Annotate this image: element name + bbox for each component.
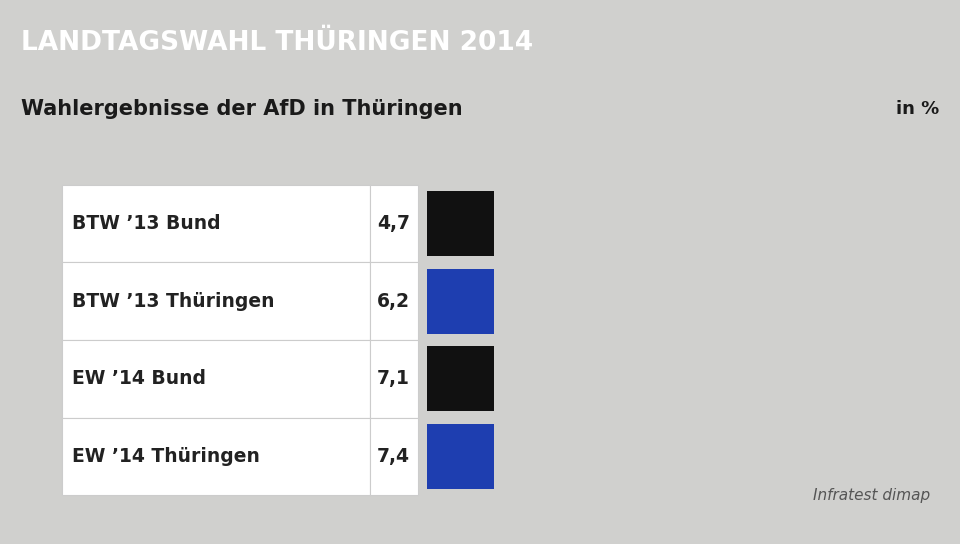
Text: LANDTAGSWAHL THÜRINGEN 2014: LANDTAGSWAHL THÜRINGEN 2014 xyxy=(21,29,533,55)
Text: 4,7: 4,7 xyxy=(377,214,410,233)
Bar xyxy=(62,185,370,263)
Bar xyxy=(427,346,494,411)
Bar xyxy=(370,340,418,418)
Bar xyxy=(370,418,418,495)
Bar xyxy=(370,185,418,263)
Text: BTW ’13 Thüringen: BTW ’13 Thüringen xyxy=(72,292,275,311)
Text: 7,1: 7,1 xyxy=(377,369,410,388)
Bar xyxy=(62,418,370,495)
Text: 7,4: 7,4 xyxy=(377,447,410,466)
Bar xyxy=(62,340,370,418)
Text: 6,2: 6,2 xyxy=(377,292,410,311)
Bar xyxy=(427,191,494,256)
Text: EW ’14 Bund: EW ’14 Bund xyxy=(72,369,206,388)
Bar xyxy=(427,424,494,489)
Bar xyxy=(62,263,370,340)
Text: in %: in % xyxy=(896,100,939,118)
Text: EW ’14 Thüringen: EW ’14 Thüringen xyxy=(72,447,260,466)
Text: Infratest dimap: Infratest dimap xyxy=(813,487,930,503)
Text: Wahlergebnisse der AfD in Thüringen: Wahlergebnisse der AfD in Thüringen xyxy=(21,98,463,119)
Text: BTW ’13 Bund: BTW ’13 Bund xyxy=(72,214,221,233)
Bar xyxy=(427,269,494,334)
Bar xyxy=(370,263,418,340)
